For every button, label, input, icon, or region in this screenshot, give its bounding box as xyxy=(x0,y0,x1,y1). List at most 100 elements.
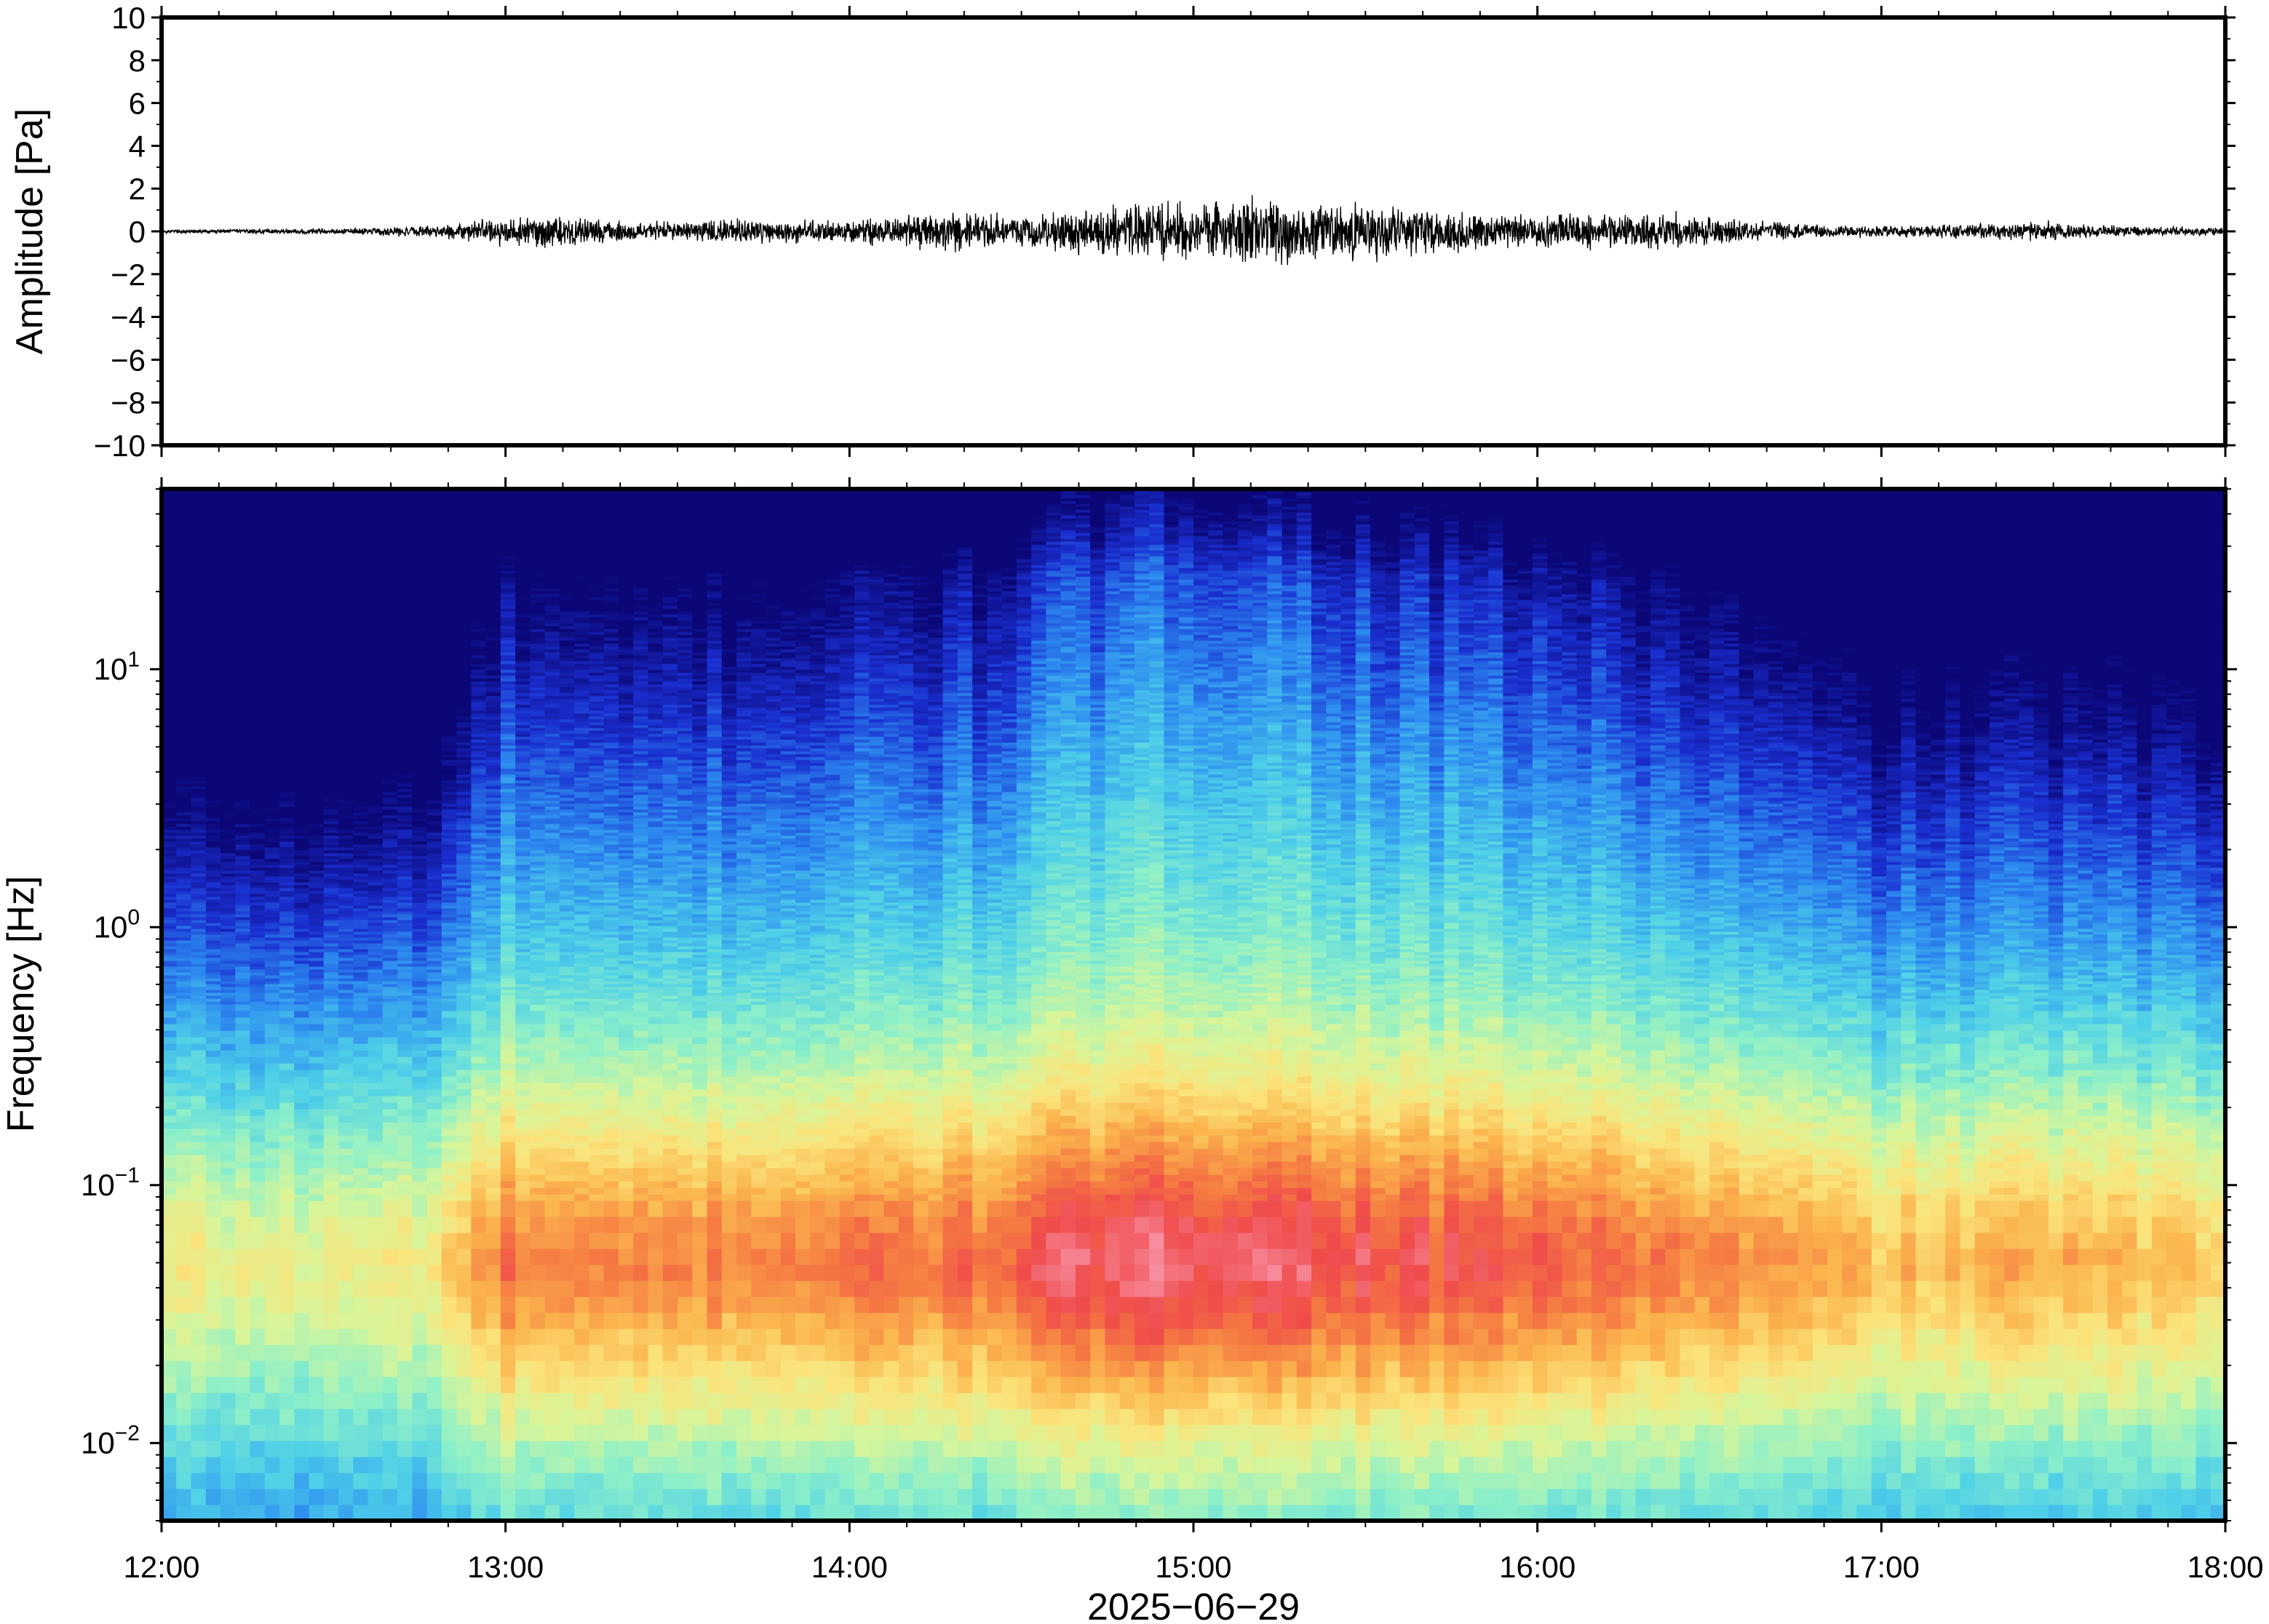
heatmap-cell xyxy=(191,1083,207,1090)
heatmap-cell xyxy=(191,1457,207,1473)
heatmap-cell xyxy=(220,937,236,941)
heatmap-cell xyxy=(220,678,236,682)
heatmap-cell xyxy=(235,969,250,973)
heatmap-cell xyxy=(235,1181,250,1188)
heatmap-cell xyxy=(206,992,221,996)
heatmap-cell xyxy=(206,1070,221,1077)
heatmap-cell xyxy=(191,550,207,554)
heatmap-cell xyxy=(206,861,221,865)
heatmap-cell xyxy=(206,966,221,970)
heatmap-cell xyxy=(162,559,177,562)
heatmap-cell xyxy=(162,911,177,915)
heatmap-cell xyxy=(176,556,191,560)
heatmap-cell xyxy=(206,562,221,565)
heatmap-cell xyxy=(162,570,177,574)
heatmap-cell xyxy=(176,1297,191,1313)
heatmap-cell xyxy=(220,602,236,606)
heatmap-cell xyxy=(235,1161,250,1169)
heatmap-cell xyxy=(191,707,207,711)
heatmap-cell xyxy=(235,926,250,929)
heatmap-cell xyxy=(191,608,207,612)
heatmap-cell xyxy=(206,544,221,548)
heatmap-cell xyxy=(235,745,250,749)
heatmap-cell xyxy=(191,701,207,705)
heatmap-cell xyxy=(162,655,177,658)
heatmap-cell xyxy=(176,678,191,682)
heatmap-cell xyxy=(206,588,221,592)
heatmap-cell xyxy=(235,911,250,915)
heatmap-cell xyxy=(191,1056,207,1064)
heatmap-cell xyxy=(176,786,191,789)
heatmap-cell xyxy=(162,698,177,702)
heatmap-cell xyxy=(220,780,236,784)
heatmap-cell xyxy=(206,751,221,755)
heatmap-cell xyxy=(176,602,191,606)
heatmap-cell xyxy=(162,687,177,690)
heatmap-cell xyxy=(176,835,191,839)
heatmap-cell xyxy=(235,716,250,720)
heatmap-cell xyxy=(176,751,191,755)
heatmap-cell xyxy=(220,978,236,982)
heatmap-cell xyxy=(206,1473,221,1489)
heatmap-cell xyxy=(206,594,221,597)
heatmap-cell xyxy=(176,958,191,961)
heatmap-cell xyxy=(162,1024,177,1031)
heatmap-cell xyxy=(235,902,250,906)
heatmap-cell xyxy=(176,742,191,746)
heatmap-cell xyxy=(220,576,236,580)
heatmap-cell xyxy=(191,960,207,964)
heatmap-cell xyxy=(191,710,207,714)
heatmap-cell xyxy=(220,795,236,798)
heatmap-cell xyxy=(162,888,177,891)
heatmap-cell xyxy=(235,841,250,845)
heatmap-cell xyxy=(191,495,207,498)
heatmap-cell xyxy=(220,693,236,696)
heatmap-cell xyxy=(191,559,207,562)
heatmap-cell xyxy=(206,1129,221,1136)
heatmap-cell xyxy=(220,809,236,813)
heatmap-cell xyxy=(176,576,191,580)
heatmap-cell xyxy=(176,669,191,673)
heatmap-cell xyxy=(206,611,221,615)
heatmap-cell xyxy=(206,1142,221,1149)
heatmap-cell xyxy=(235,1297,250,1313)
heatmap-cell xyxy=(220,998,236,1002)
heatmap-cell xyxy=(220,990,236,993)
heatmap-cell xyxy=(176,850,191,853)
heatmap-cell xyxy=(176,617,191,621)
heatmap-cell xyxy=(206,1122,221,1129)
heatmap-cell xyxy=(206,675,221,679)
heatmap-cell xyxy=(176,844,191,848)
heatmap-cell xyxy=(235,1129,250,1136)
heatmap-cell xyxy=(162,1313,177,1329)
heatmap-cell xyxy=(176,949,191,952)
heatmap-cell xyxy=(176,1217,191,1233)
heatmap-cell xyxy=(162,856,177,859)
heatmap-cell xyxy=(191,547,207,551)
heatmap-cell xyxy=(176,797,191,801)
heatmap-cell xyxy=(162,530,177,533)
heatmap-cell xyxy=(176,1313,191,1329)
heatmap-cell xyxy=(235,844,250,848)
heatmap-cell xyxy=(191,562,207,565)
heatmap-cell xyxy=(162,632,177,635)
heatmap-cell xyxy=(235,949,250,952)
heatmap-cell xyxy=(162,1109,177,1116)
heatmap-cell xyxy=(191,763,207,766)
heatmap-cell xyxy=(220,803,236,807)
heatmap-cell xyxy=(235,780,250,784)
heatmap-cell xyxy=(206,1109,221,1116)
heatmap-cell xyxy=(162,1063,177,1070)
heatmap-cell xyxy=(220,992,236,996)
heatmap-cell xyxy=(220,495,236,498)
heatmap-cell xyxy=(191,588,207,592)
heatmap-cell xyxy=(206,934,221,938)
heatmap-cell xyxy=(162,713,177,717)
heatmap-cell xyxy=(206,1161,221,1169)
heatmap-cell xyxy=(206,655,221,658)
heatmap-cell xyxy=(191,1076,207,1083)
heatmap-cell xyxy=(176,1030,191,1038)
heatmap-cell xyxy=(191,748,207,752)
heatmap-cell xyxy=(191,902,207,906)
heatmap-cell xyxy=(162,634,177,638)
